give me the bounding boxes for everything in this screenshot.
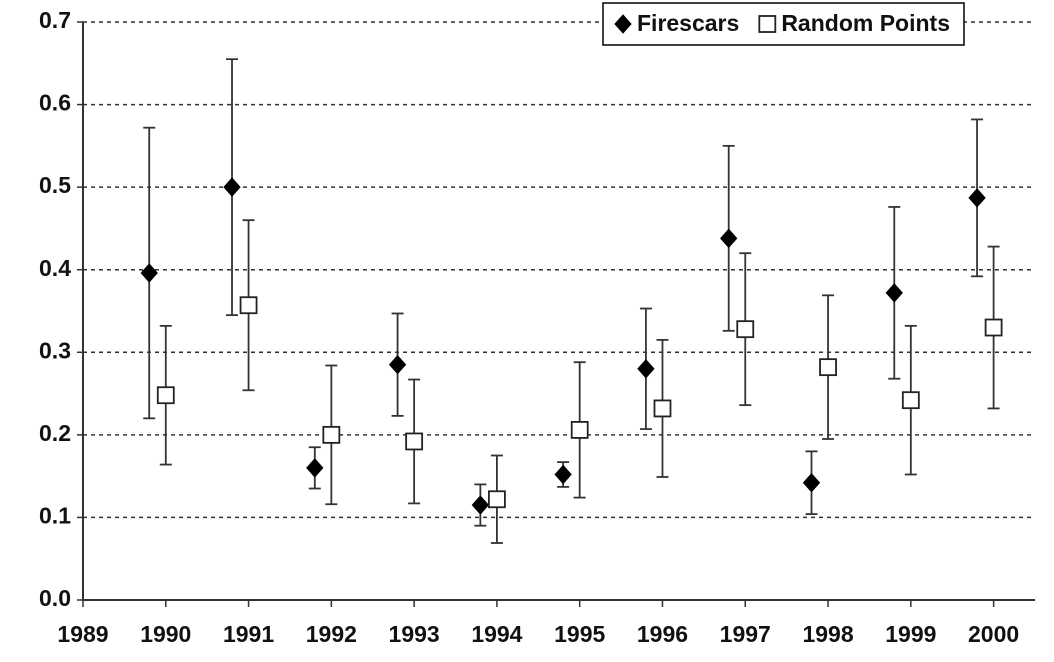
data-point [570, 421, 589, 439]
y-tick-label: 0.6 [39, 90, 71, 116]
y-tick-label: 0.4 [39, 255, 71, 281]
x-tick-label: 1989 [57, 621, 108, 647]
data-point [554, 464, 572, 485]
legend-label: Random Points [781, 10, 950, 36]
x-tick-label: 1998 [802, 621, 853, 647]
data-point [901, 391, 920, 410]
data-point [720, 228, 738, 249]
x-tick-label: 1991 [223, 621, 274, 647]
y-tick-label: 0.7 [39, 7, 71, 33]
data-point [984, 318, 1003, 337]
data-point [488, 490, 506, 509]
data-point [885, 283, 903, 303]
y-tick-label: 0.0 [39, 585, 71, 611]
data-point [306, 458, 324, 478]
x-tick-label: 1990 [140, 621, 191, 647]
y-tick-label: 0.1 [39, 503, 71, 529]
data-point [388, 354, 407, 375]
data-point [156, 386, 175, 405]
data-point [471, 495, 490, 515]
y-tick-label: 0.2 [39, 420, 71, 446]
data-point [405, 432, 424, 451]
data-point [239, 296, 258, 315]
data-point [637, 359, 655, 379]
data-point [802, 472, 821, 493]
data-point [653, 399, 672, 418]
x-tick-label: 1999 [885, 621, 936, 647]
data-point [322, 425, 341, 444]
data-point [736, 320, 755, 339]
x-tick-label: 1992 [306, 621, 357, 647]
legend-marker [758, 15, 777, 33]
legend-label: Firescars [637, 10, 739, 36]
x-tick-label: 1997 [720, 621, 771, 647]
legend-box [602, 2, 965, 46]
legend-marker [614, 14, 632, 34]
x-tick-label: 1996 [637, 621, 688, 647]
y-tick-label: 0.3 [39, 337, 71, 363]
data-point [140, 263, 158, 283]
y-tick-label: 0.5 [39, 172, 71, 198]
x-tick-label: 1995 [554, 621, 605, 647]
data-point [968, 188, 986, 208]
data-point [223, 177, 241, 197]
data-point [819, 358, 837, 377]
x-tick-label: 1994 [471, 621, 522, 647]
x-tick-label: 2000 [968, 621, 1019, 647]
x-tick-label: 1993 [389, 621, 440, 647]
